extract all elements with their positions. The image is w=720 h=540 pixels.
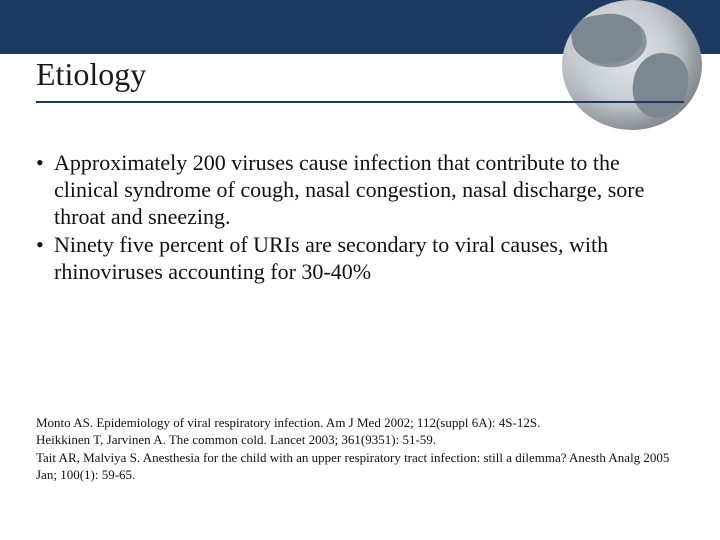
reference-line: Heikkinen T, Jarvinen A. The common cold…	[36, 431, 680, 449]
bullet-list: • Approximately 200 viruses cause infect…	[36, 150, 680, 286]
bullet-text: Ninety five percent of URIs are secondar…	[54, 232, 680, 286]
body-content: • Approximately 200 viruses cause infect…	[36, 150, 680, 288]
bullet-marker: •	[36, 150, 54, 230]
bullet-item: • Approximately 200 viruses cause infect…	[36, 150, 680, 230]
reference-line: Monto AS. Epidemiology of viral respirat…	[36, 414, 680, 432]
bullet-item: • Ninety five percent of URIs are second…	[36, 232, 680, 286]
title-underline	[36, 101, 684, 103]
references-block: Monto AS. Epidemiology of viral respirat…	[36, 414, 680, 484]
slide: Etiology • Approximately 200 viruses cau…	[0, 0, 720, 540]
bullet-text: Approximately 200 viruses cause infectio…	[54, 150, 680, 230]
reference-line: Tait AR, Malviya S. Anesthesia for the c…	[36, 449, 680, 484]
slide-title: Etiology	[36, 56, 684, 99]
title-block: Etiology	[36, 56, 684, 103]
bullet-marker: •	[36, 232, 54, 286]
